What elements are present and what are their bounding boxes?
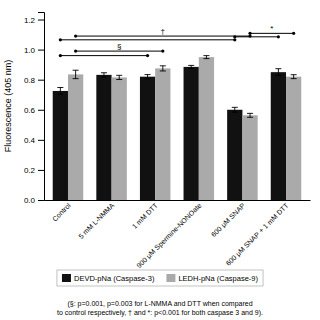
y-tick-label: 0.0 [24,196,36,205]
bar [242,115,257,200]
bracket-dot [146,54,149,57]
legend-item: DEVD-pNa (Caspase-3) [62,274,155,283]
x-tick-label: 900 μM Spermine-NONOate [135,202,203,270]
error-bar [101,73,107,77]
bar [140,77,155,200]
footnote-line: (§: p=0.001, p=0.003 for L-NMMA and DTT … [67,300,252,308]
error-bar [145,75,151,79]
y-tick-label: 1.0 [24,46,36,55]
bracket-dot [74,34,77,37]
error-bar [275,69,281,76]
bracket-dot [292,32,295,35]
x-axis: Control5 mM L-NMMA 1 mM DTT900 μM Spermin… [45,200,311,270]
bracket-dot [277,35,280,38]
bracket-dot [161,50,164,53]
chart: 0.0 0.2 0.4 0.6 0.8 1.0 1.2 Control5 mM L-NMMA 1… [0,0,320,320]
bracket-label: † [161,27,165,36]
y-tick-mark [38,80,44,81]
x-tick: 5 mM L-NMMA [77,200,115,240]
bracket-label: § [117,42,121,51]
x-tick: 600 μM SNAP [210,200,247,239]
x-tick: 900 μM Spermine-NONOate [135,200,203,270]
y-tick-mark [38,20,44,21]
y-tick-mark [38,170,44,171]
y-tick-mark [38,50,44,51]
x-tick: Control [51,200,72,223]
y-tick: 1.2 [24,16,44,25]
y-tick-label: 0.8 [24,76,36,85]
error-bar [116,75,122,79]
bracket-line [60,55,147,56]
bar [155,68,170,200]
error-bar [203,56,209,59]
bar [53,91,68,200]
legend-label: DEVD-pNa (Caspase-3) [74,274,155,283]
brackets [59,32,295,57]
legend-item: LEDH-pNa (Caspase-9) [166,274,258,283]
x-tick-label: 600 μM SNAP [210,202,247,239]
legend-frame [57,270,263,286]
plot-area [53,32,302,200]
bracket-dot [233,38,236,41]
x-tick-label: 1 mM DTT [131,201,160,230]
bar-series [53,65,286,200]
error-bar [160,66,166,71]
y-tick: 1.0 [24,46,44,55]
footnote: (§: p=0.001, p=0.003 for L-NMMA and DTT … [57,300,263,317]
error-bar [73,70,79,78]
bar [184,67,199,200]
legend: DEVD-pNa (Caspase-3) LEDH-pNa (Caspase-9) [57,270,263,286]
bar [227,110,242,200]
bracket-dot [59,38,62,41]
error-bar [232,107,238,112]
y-tick-mark [38,200,44,201]
bar [96,75,111,200]
bar [112,77,127,200]
bar [199,57,214,200]
x-axis-line [45,200,311,201]
bar [68,74,83,200]
y-tick-mark [38,110,44,111]
legend-swatch [62,274,71,282]
y-tick: 0.4 [24,136,44,145]
y-axis-line [38,13,45,201]
y-axis-title: Fluorescence (405 nm) [3,60,13,153]
y-tick-mark [38,140,44,141]
y-tick: 0.8 [24,76,44,85]
y-tick: 0.6 [24,106,44,115]
bracket-dot [59,54,62,57]
bracket-dot [233,35,236,38]
bracket-dot [74,50,77,53]
error-bar [247,113,253,117]
legend-swatch [166,274,175,282]
bracket-line [60,39,234,40]
x-tick-label: 5 mM L-NMMA [77,202,115,240]
y-tick-label: 0.4 [24,136,36,145]
bar-series [68,56,301,200]
bracket-label: * [270,24,273,33]
x-tick-label: Control [51,201,72,222]
y-tick-label: 1.2 [24,16,36,25]
bar [271,72,286,200]
x-tick: 600 μM SNAP + 1 mM DTT [225,200,292,268]
error-bar [188,65,194,68]
y-axis: 0.0 0.2 0.4 0.6 0.8 1.0 1.2 [24,13,45,206]
footnote-line: to control respectively, † and *: p<0.00… [57,309,263,317]
bracket-labels: § † * [117,24,273,51]
error-bar [291,75,297,79]
legend-label: LEDH-pNa (Caspase-9) [178,274,258,283]
error-bar [57,88,63,95]
y-tick-label: 0.2 [24,166,36,175]
y-tick-label: 0.6 [24,106,36,115]
x-tick: 1 mM DTT [131,200,160,230]
y-tick: 0.2 [24,166,44,175]
bracket-line [235,36,279,37]
y-tick: 0.0 [24,196,44,205]
bar [286,77,301,200]
bracket-dot [248,32,251,35]
x-tick-label: 600 μM SNAP + 1 mM DTT [225,201,292,268]
